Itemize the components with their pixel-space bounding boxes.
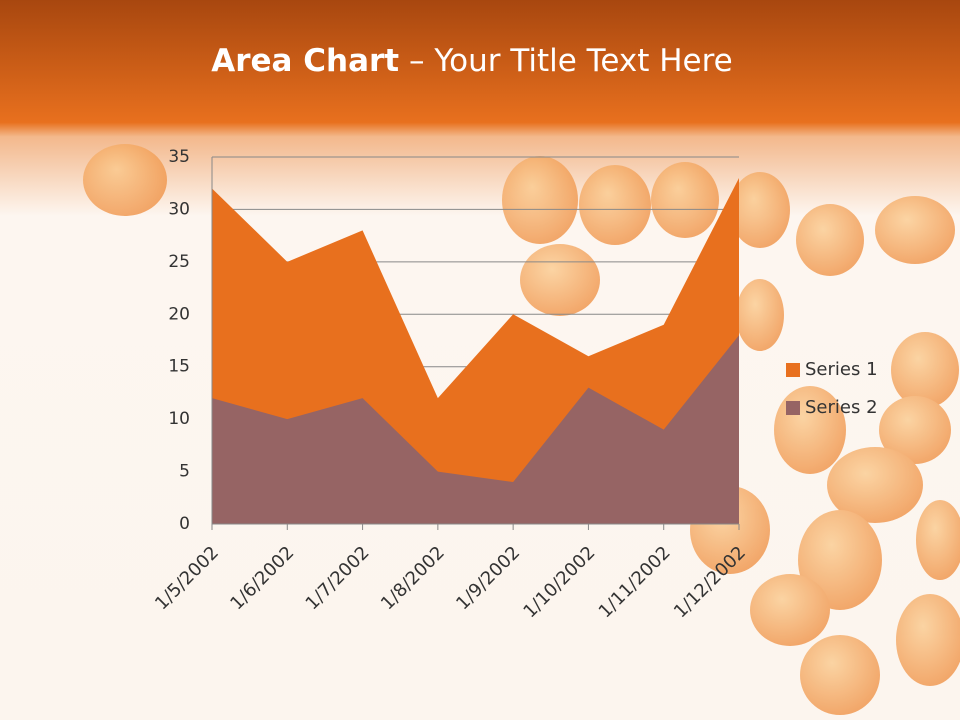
y-tick-label: 20 xyxy=(168,304,190,324)
y-tick-label: 0 xyxy=(179,514,190,534)
legend-label: Series 1 xyxy=(805,359,878,380)
berries-decoration xyxy=(83,144,960,715)
title-rest: – Your Title Text Here xyxy=(399,43,733,79)
y-tick-label: 35 xyxy=(168,147,190,167)
legend-swatch xyxy=(786,401,800,415)
legend-swatch xyxy=(786,363,800,377)
y-tick-label: 5 xyxy=(179,462,190,482)
y-tick-label: 15 xyxy=(168,357,190,377)
legend-label: Series 2 xyxy=(805,397,878,418)
y-tick-label: 30 xyxy=(168,199,190,219)
chart-title: Area Chart – Your Title Text Here xyxy=(211,43,732,79)
area xyxy=(212,335,739,524)
y-tick-label: 10 xyxy=(168,409,190,429)
y-tick-label: 25 xyxy=(168,252,190,272)
title-bold: Area Chart xyxy=(211,43,399,79)
